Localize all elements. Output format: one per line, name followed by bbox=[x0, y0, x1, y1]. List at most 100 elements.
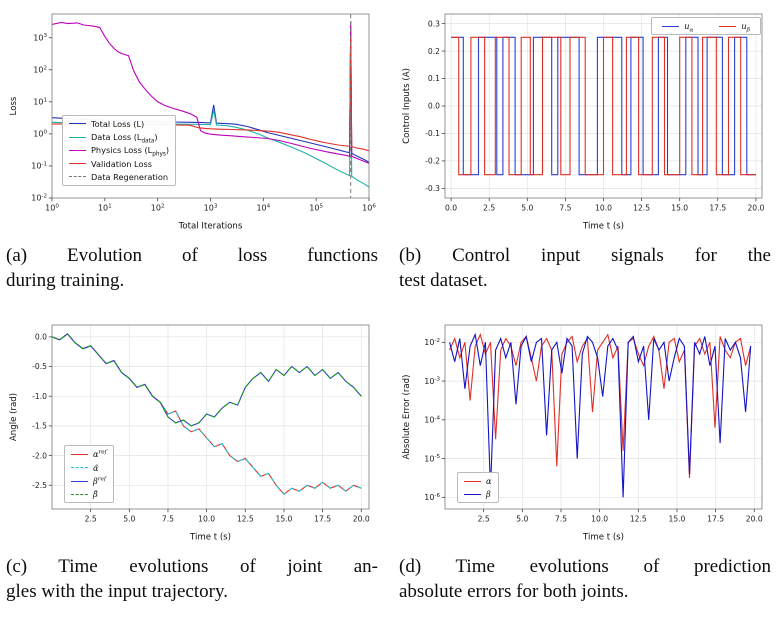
svg-text:10.0: 10.0 bbox=[595, 204, 612, 213]
legend-item: α bbox=[464, 476, 492, 486]
svg-text:20.0: 20.0 bbox=[353, 515, 370, 524]
legend-item: β̂ bbox=[71, 489, 107, 499]
svg-text:100: 100 bbox=[45, 203, 59, 212]
svg-text:10.0: 10.0 bbox=[591, 515, 608, 524]
legend-line-sample bbox=[71, 454, 88, 455]
subfigure-grid: 100 101 102 103 104 105 106 10-2 10-1 100 101 102 10… bbox=[6, 6, 771, 605]
y-axis-label: Absolute Error (rad) bbox=[402, 375, 412, 460]
caption-a: (a) Evolution of loss functions during t… bbox=[6, 244, 378, 293]
legend-item: αref bbox=[71, 449, 107, 459]
svg-text:7.5: 7.5 bbox=[162, 515, 174, 524]
legend-label: Physics Loss (Lphys) bbox=[91, 145, 170, 158]
legend-a: Total Loss (L) Data Loss (Ldata) Physics L… bbox=[62, 114, 177, 186]
svg-text:15.0: 15.0 bbox=[275, 515, 292, 524]
x-axis-label: Total Iterations bbox=[178, 222, 243, 232]
legend-line-sample bbox=[719, 25, 737, 27]
legend-label: βref bbox=[93, 475, 106, 486]
legend-line-sample bbox=[69, 149, 86, 151]
legend-line-sample bbox=[464, 480, 481, 482]
legend-label: α̂ bbox=[93, 462, 99, 473]
svg-text:0.0: 0.0 bbox=[428, 102, 440, 111]
svg-text:104: 104 bbox=[256, 203, 270, 212]
svg-text:20.0: 20.0 bbox=[746, 515, 763, 524]
svg-text:17.5: 17.5 bbox=[709, 204, 726, 213]
legend-b: uα uβ bbox=[651, 17, 761, 36]
legend-line-sample bbox=[71, 493, 88, 495]
legend-label: α bbox=[486, 475, 492, 486]
absolute-error-chart: 2.5 5.0 7.5 10.0 12.5 15.0 17.5 20.0 10-2 10-3 10-… bbox=[399, 317, 771, 544]
legend-line-sample bbox=[69, 176, 86, 178]
svg-text:2.5: 2.5 bbox=[483, 204, 495, 213]
caption-c: (c) Time evolutions of joint an- gles wi… bbox=[6, 555, 378, 604]
x-axis-label: Time t (s) bbox=[189, 533, 231, 543]
svg-text:-0.5: -0.5 bbox=[32, 363, 47, 372]
legend-line-sample bbox=[71, 467, 88, 469]
svg-text:0.3: 0.3 bbox=[428, 19, 440, 28]
legend-label: uβ bbox=[741, 21, 750, 34]
svg-text:-2.5: -2.5 bbox=[32, 481, 47, 490]
svg-text:10-3: 10-3 bbox=[424, 377, 440, 386]
svg-text:-0.2: -0.2 bbox=[425, 157, 440, 166]
legend-line-sample bbox=[69, 136, 86, 138]
legend-item: Data Regeneration bbox=[69, 172, 169, 182]
legend-label: β bbox=[486, 489, 491, 500]
legend-label: αref bbox=[93, 449, 107, 460]
svg-text:2.5: 2.5 bbox=[85, 515, 97, 524]
legend-label: Total Loss (L) bbox=[91, 118, 145, 129]
y-axis-label: Loss bbox=[9, 96, 19, 115]
caption-a-line1: (a) Evolution of loss functions bbox=[6, 245, 378, 266]
subfigure-a: 100 101 102 103 104 105 106 10-2 10-1 100 101 102 10… bbox=[6, 6, 378, 293]
svg-text:20.0: 20.0 bbox=[747, 204, 764, 213]
caption-c-line1: (c) Time evolutions of joint an- bbox=[6, 556, 378, 578]
x-axis-label: Time t (s) bbox=[582, 222, 624, 232]
svg-text:-0.3: -0.3 bbox=[425, 184, 440, 193]
legend-label: Validation Loss bbox=[91, 158, 152, 169]
caption-b: (b) Control input signals for the test d… bbox=[399, 244, 771, 293]
svg-text:0.1: 0.1 bbox=[428, 74, 440, 83]
series-line-0 bbox=[449, 333, 752, 479]
caption-a-line2: during training. bbox=[6, 269, 125, 291]
svg-text:10-2: 10-2 bbox=[424, 338, 440, 347]
svg-text:-0.1: -0.1 bbox=[425, 129, 440, 138]
svg-text:15.0: 15.0 bbox=[668, 515, 685, 524]
svg-text:2.5: 2.5 bbox=[478, 515, 490, 524]
control-inputs-chart: 0.0 2.5 5.0 7.5 10.0 12.5 15.0 17.5 20.0 -0.3 -0.2… bbox=[399, 6, 771, 232]
legend-item: Total Loss (L) bbox=[69, 119, 169, 129]
svg-text:10-5: 10-5 bbox=[424, 454, 440, 463]
svg-text:-1.5: -1.5 bbox=[32, 422, 47, 431]
svg-text:7.5: 7.5 bbox=[559, 204, 571, 213]
svg-text:103: 103 bbox=[204, 203, 218, 212]
svg-text:102: 102 bbox=[151, 203, 165, 212]
svg-text:106: 106 bbox=[362, 203, 376, 212]
subfigure-c: 2.5 5.0 7.5 10.0 12.5 15.0 17.5 20.0 0.0 -0.5 -1.0… bbox=[6, 317, 378, 604]
series-line-0 bbox=[451, 36, 756, 176]
svg-text:17.5: 17.5 bbox=[707, 515, 724, 524]
svg-text:5.0: 5.0 bbox=[521, 204, 533, 213]
legend-item: Data Loss (Ldata) bbox=[69, 132, 169, 145]
series-line-3 bbox=[52, 38, 369, 152]
svg-text:10-1: 10-1 bbox=[31, 161, 47, 170]
caption-d: (d) Time evolutions of prediction absolu… bbox=[399, 555, 771, 604]
svg-text:0.2: 0.2 bbox=[428, 47, 440, 56]
svg-text:5.0: 5.0 bbox=[516, 515, 528, 524]
svg-text:10.0: 10.0 bbox=[198, 515, 215, 524]
paper-figure-panel: 100 101 102 103 104 105 106 10-2 10-1 100 101 102 10… bbox=[6, 6, 771, 605]
loss-evolution-chart: 100 101 102 103 104 105 106 10-2 10-1 100 101 102 10… bbox=[6, 6, 378, 232]
svg-text:10-4: 10-4 bbox=[424, 416, 440, 425]
subfigure-d: 2.5 5.0 7.5 10.0 12.5 15.0 17.5 20.0 10-2 10-3 10-… bbox=[399, 317, 771, 604]
legend-item: α̂ bbox=[71, 463, 107, 473]
legend-c: αref α̂ βref β̂ bbox=[64, 445, 114, 504]
series-line-2 bbox=[52, 21, 369, 164]
joint-angles-chart: 2.5 5.0 7.5 10.0 12.5 15.0 17.5 20.0 0.0 -0.5 -1.0… bbox=[6, 317, 378, 544]
svg-text:12.5: 12.5 bbox=[237, 515, 254, 524]
svg-text:100: 100 bbox=[33, 129, 47, 138]
legend-label: uα bbox=[684, 21, 694, 34]
legend-item: β bbox=[464, 489, 492, 499]
chart-canvas-d: 2.5 5.0 7.5 10.0 12.5 15.0 17.5 20.0 10-2 10-3 10-… bbox=[402, 324, 763, 543]
svg-text:12.5: 12.5 bbox=[630, 515, 647, 524]
legend-label: Data Loss (Ldata) bbox=[91, 132, 158, 145]
y-axis-label: Control Inputs (A) bbox=[402, 68, 412, 144]
svg-text:10-2: 10-2 bbox=[31, 194, 47, 203]
chart-canvas-b: 0.0 2.5 5.0 7.5 10.0 12.5 15.0 17.5 20.0 -0.3 -0.2… bbox=[402, 13, 765, 232]
